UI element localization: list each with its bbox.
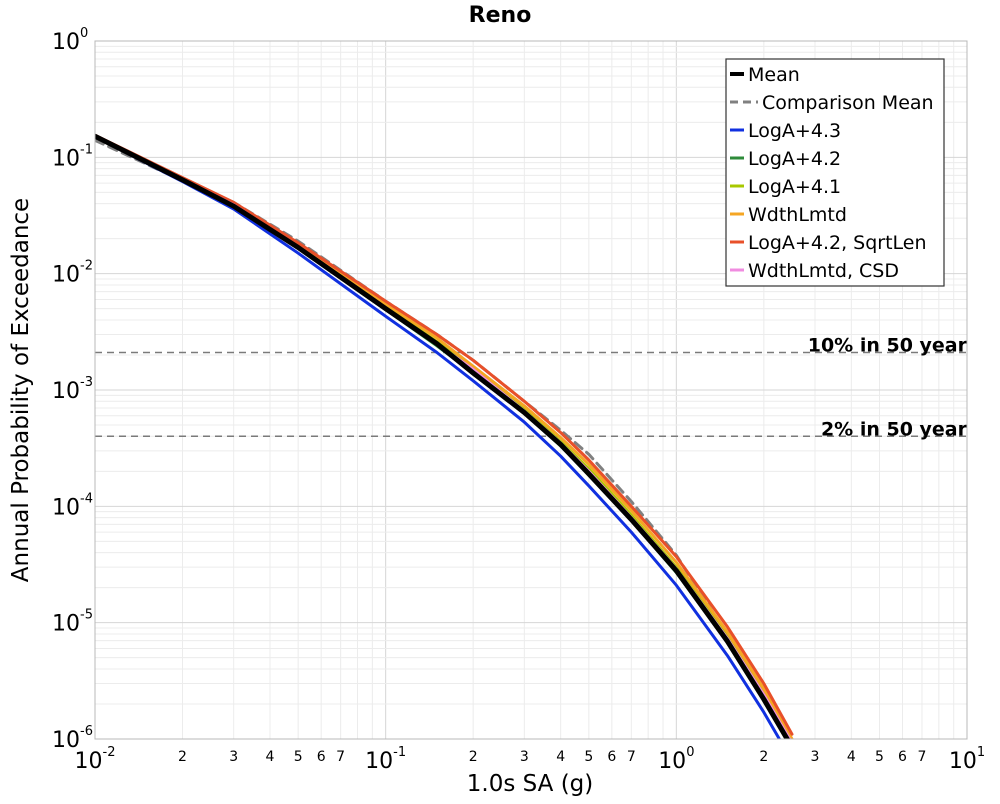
x-tick-label: 101 [949,745,985,774]
x-minor-tick-label: 3 [520,749,529,765]
legend: Mean Comparison Mean LogA+4.3 LogA+4.2 LogA+… [725,58,945,287]
y-tick-label: 10-4 [52,491,93,520]
series-line-mean [95,133,791,739]
x-minor-tick-label: 5 [294,749,303,765]
x-tick-label: 10-2 [75,745,116,774]
x-minor-tick-label: 7 [336,749,345,765]
x-minor-tick-label: 6 [898,749,907,765]
y-tick-label: 10-6 [52,724,93,753]
x-minor-tick-label: 3 [229,749,238,765]
legend-label: Comparison Mean [762,92,934,114]
y-tick-label: 10-3 [52,375,93,404]
x-tick-label: 10-1 [365,745,406,774]
legend-label: LogA+4.1 [748,176,841,198]
grid-lines [94,41,967,740]
x-minor-tick-label: 2 [469,749,478,765]
x-minor-tick-label: 4 [266,749,275,765]
legend-label: LogA+4.2 [748,148,841,170]
x-minor-tick-label: 6 [607,749,616,765]
plot-frame [94,40,968,740]
legend-label: LogA+4.2, SqrtLen [748,232,927,254]
legend-label: WdthLmtd [748,204,847,226]
x-minor-tick-label: 6 [317,749,326,765]
x-minor-tick-label: 7 [918,749,927,765]
x-minor-tick-label: 2 [759,749,768,765]
series-line-loga-4-3 [95,135,782,739]
x-minor-tick-label: 4 [847,749,856,765]
series-lines [95,133,794,739]
legend-box [725,58,945,287]
reference-line-label: 10% in 50 year [808,335,968,357]
x-minor-tick-label: 3 [811,749,820,765]
y-tick-label: 10-5 [52,608,93,637]
series-line-loga-4-2-sqrtlen [95,133,794,736]
reference-line-label: 2% in 50 year [821,418,968,440]
x-minor-tick-label: 2 [178,749,187,765]
x-axis-label: 1.0s SA (g) [467,771,594,797]
y-tick-label: 10-2 [52,259,93,288]
x-minor-tick-label: 4 [556,749,565,765]
x-minor-tick-label: 5 [875,749,884,765]
x-minor-tick-label: 5 [584,749,593,765]
legend-label: Mean [748,64,800,86]
y-axis-label: Annual Probability of Exceedance [8,198,34,582]
legend-label: LogA+4.3 [748,120,841,142]
y-tick-label: 100 [52,26,88,55]
reference-lines: 10% in 50 year 2% in 50 year [95,335,968,440]
x-tick-label: 100 [658,745,694,774]
chart-title: Reno [469,3,532,28]
legend-label: WdthLmtd, CSD [748,260,899,282]
x-minor-tick-label: 7 [627,749,636,765]
y-tick-label: 10-1 [52,142,93,171]
